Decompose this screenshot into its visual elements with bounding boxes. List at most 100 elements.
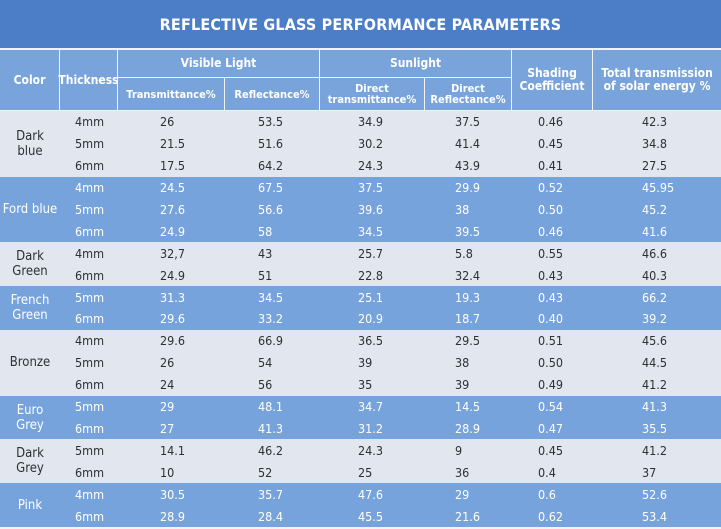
value: 41.2 <box>642 442 668 458</box>
value: 66.9 <box>258 333 284 349</box>
value: 37.5 <box>455 114 481 130</box>
thickness: 4mm <box>75 245 105 261</box>
value: 40.3 <box>642 267 668 283</box>
value: 45.5 <box>358 508 384 524</box>
value: 22.8 <box>358 267 384 283</box>
value: 0.50 <box>538 355 564 371</box>
header-group: Sunlight <box>320 50 512 78</box>
value: 38 <box>455 202 470 218</box>
thickness: 6mm <box>75 267 105 283</box>
value: 0.41 <box>538 158 564 174</box>
group-band <box>0 111 721 177</box>
value: 0.50 <box>538 202 564 218</box>
value: 0.47 <box>538 420 564 436</box>
value: 28.9 <box>160 508 186 524</box>
value: 34.7 <box>358 399 384 415</box>
value: 17.5 <box>160 158 186 174</box>
value: 52.6 <box>642 486 668 502</box>
value: 25.7 <box>358 245 384 261</box>
value: 21.5 <box>160 136 186 152</box>
value: 37 <box>642 464 657 480</box>
value: 45.2 <box>642 202 668 218</box>
value: 14.5 <box>455 399 481 415</box>
value: 38 <box>455 355 470 371</box>
thickness: 4mm <box>75 333 105 349</box>
value: 56.6 <box>258 202 284 218</box>
value: 24.9 <box>160 223 186 239</box>
thickness: 5mm <box>75 289 105 305</box>
thickness: 4mm <box>75 114 105 130</box>
value: 25 <box>358 464 373 480</box>
color-name: Bronze <box>9 355 51 371</box>
value: 0.46 <box>538 114 564 130</box>
value: 39 <box>455 377 470 393</box>
header-cell: Direct Reflectance% <box>425 78 512 111</box>
value: 29.5 <box>455 333 481 349</box>
thickness: 6mm <box>75 377 105 393</box>
value: 52 <box>258 464 273 480</box>
value: 25.1 <box>358 289 384 305</box>
value: 39.2 <box>642 311 668 327</box>
value: 21.6 <box>455 508 481 524</box>
thickness: 6mm <box>75 311 105 327</box>
value: 41.4 <box>455 136 481 152</box>
value: 32.4 <box>455 267 481 283</box>
value: 39 <box>358 355 373 371</box>
value: 24 <box>160 377 175 393</box>
value: 56 <box>258 377 273 393</box>
value: 24.5 <box>160 180 186 196</box>
value: 29 <box>160 399 175 415</box>
value: 54 <box>258 355 273 371</box>
value: 0.45 <box>538 136 564 152</box>
value: 0.52 <box>538 180 564 196</box>
value: 26 <box>160 114 175 130</box>
group-band <box>0 286 721 330</box>
value: 24.3 <box>358 158 384 174</box>
value: 51.6 <box>258 136 284 152</box>
value: 46.2 <box>258 442 284 458</box>
value: 41.3 <box>258 420 284 436</box>
value: 10 <box>160 464 175 480</box>
header-cell: Reflectance% <box>225 78 320 111</box>
value: 19.3 <box>455 289 481 305</box>
value: 36.5 <box>358 333 384 349</box>
value: 0.43 <box>538 267 564 283</box>
value: 34.5 <box>258 289 284 305</box>
value: 46.6 <box>642 245 668 261</box>
value: 0.49 <box>538 377 564 393</box>
value: 43.9 <box>455 158 481 174</box>
header-cell: Shading Coefficient <box>512 50 593 111</box>
color-name: Ford blue <box>2 202 58 217</box>
value: 29.9 <box>455 180 481 196</box>
value: 30.5 <box>160 486 186 502</box>
value: 26 <box>160 355 175 371</box>
value: 0.6 <box>538 486 556 502</box>
value: 24.3 <box>358 442 384 458</box>
value: 0.40 <box>538 311 564 327</box>
thickness: 6mm <box>75 223 105 239</box>
value: 39.5 <box>455 223 481 239</box>
value: 41.3 <box>642 399 668 415</box>
header-top-gap <box>0 48 721 50</box>
value: 47.6 <box>358 486 384 502</box>
thickness: 4mm <box>75 486 105 502</box>
thickness: 5mm <box>75 355 105 371</box>
group-band <box>0 329 721 396</box>
value: 29 <box>455 486 470 502</box>
value: 36 <box>455 464 470 480</box>
value: 33.2 <box>258 311 284 327</box>
value: 28.9 <box>455 420 481 436</box>
thickness: 4mm <box>75 180 105 196</box>
value: 43 <box>258 245 273 261</box>
value: 14.1 <box>160 442 186 458</box>
value: 35 <box>358 377 373 393</box>
value: 18.7 <box>455 311 481 327</box>
value: 27.6 <box>160 202 186 218</box>
value: 64.2 <box>258 158 284 174</box>
value: 53.5 <box>258 114 284 130</box>
value: 35.5 <box>642 420 668 436</box>
color-name: Euro Grey <box>16 402 44 433</box>
group-band <box>0 483 721 527</box>
thickness: 6mm <box>75 158 105 174</box>
value: 5.8 <box>455 245 473 261</box>
